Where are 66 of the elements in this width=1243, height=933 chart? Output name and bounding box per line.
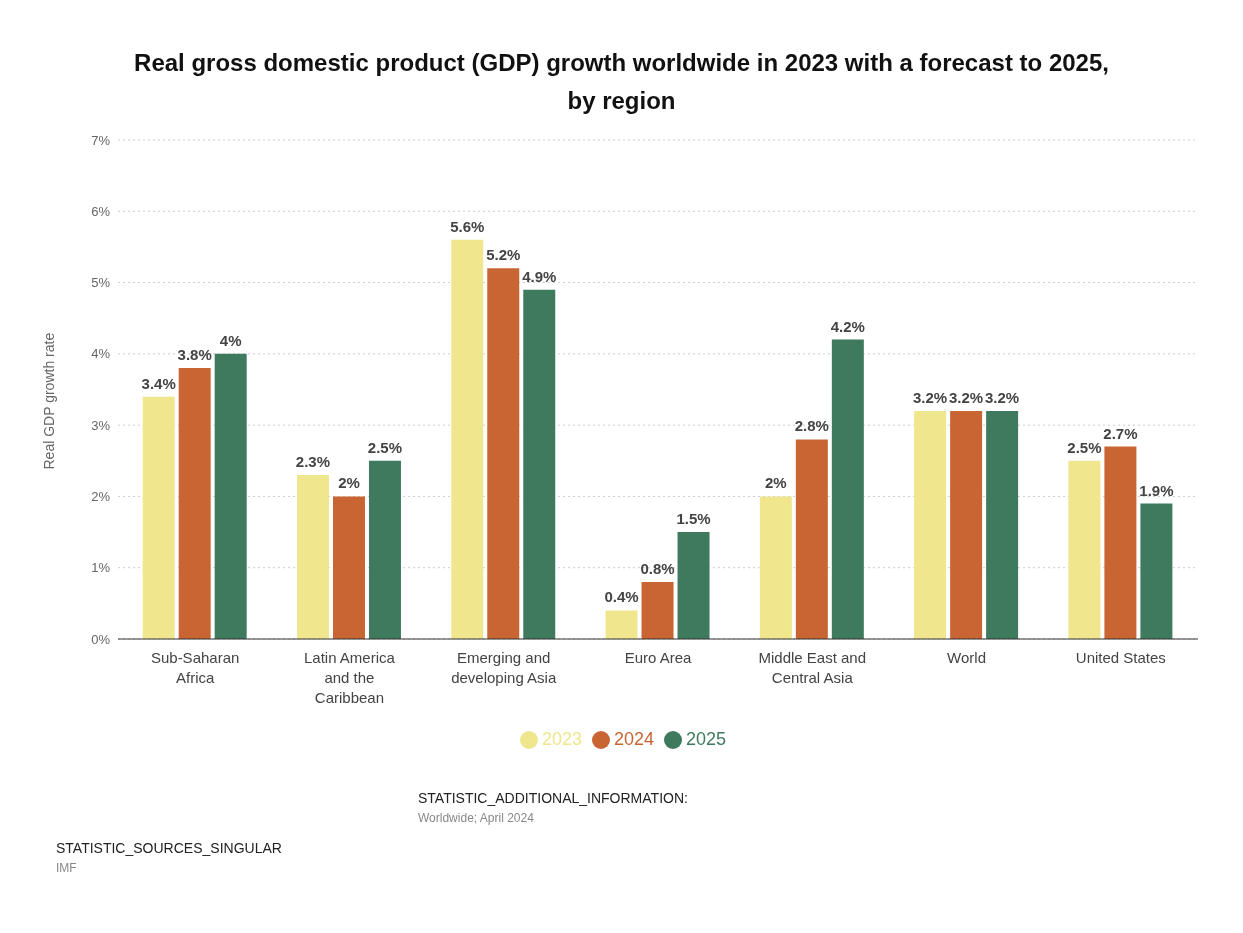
text: STATISTIC_ADDITIONAL_INFORMATION: bbox=[418, 789, 688, 808]
x-tick-label: Sub-Saharan Africa bbox=[150, 649, 240, 686]
text: IMF bbox=[56, 860, 78, 877]
x-tick-label: World bbox=[947, 649, 987, 666]
data-label: 3.2% bbox=[985, 388, 1020, 406]
bar bbox=[451, 239, 484, 639]
bar bbox=[641, 581, 674, 639]
bar bbox=[487, 268, 520, 639]
data-label: 4% bbox=[219, 331, 242, 349]
y-tick-label: 3% bbox=[91, 417, 111, 433]
legend-label: 2025 bbox=[686, 729, 727, 749]
text: Worldwide; April 2024 bbox=[418, 810, 535, 827]
bar bbox=[332, 496, 365, 639]
bar bbox=[759, 496, 792, 639]
x-tick-label: Latin America and the Caribbean bbox=[303, 649, 396, 706]
data-label: 0.8% bbox=[640, 559, 675, 577]
y-tick-label: 7% bbox=[91, 132, 111, 148]
text: STATISTIC_SOURCES_SINGULAR bbox=[56, 839, 282, 858]
x-tick-label: Euro Area bbox=[624, 649, 693, 666]
data-label: 3.2% bbox=[913, 388, 948, 406]
data-label: 1.9% bbox=[1139, 481, 1174, 499]
data-label: 0.4% bbox=[604, 588, 639, 606]
data-label: 2.7% bbox=[1103, 424, 1138, 442]
data-label: 4.2% bbox=[830, 317, 865, 335]
x-tick-label: Middle East and Central Asia bbox=[758, 649, 867, 686]
bar bbox=[831, 339, 864, 639]
x-tick-label: United States bbox=[1075, 649, 1166, 666]
data-label: 2.8% bbox=[794, 417, 829, 435]
data-label: 3.8% bbox=[177, 346, 212, 364]
y-axis-title: Real GDP growth rate bbox=[40, 332, 57, 470]
data-label: 2% bbox=[764, 474, 787, 492]
y-tick-label: 4% bbox=[91, 346, 111, 362]
y-tick-label: 5% bbox=[91, 275, 111, 291]
bar bbox=[1068, 460, 1101, 639]
legend-label: 2023 bbox=[541, 729, 582, 749]
bar bbox=[986, 410, 1019, 639]
bar bbox=[1104, 446, 1137, 639]
y-tick-label: 1% bbox=[91, 560, 111, 576]
bar bbox=[523, 289, 556, 639]
bar bbox=[1140, 503, 1173, 639]
bar bbox=[178, 368, 211, 639]
data-label: 1.5% bbox=[676, 510, 711, 528]
bar bbox=[214, 353, 247, 639]
data-label: 4.9% bbox=[522, 267, 557, 285]
data-label: 2% bbox=[338, 474, 360, 492]
y-tick-label: 2% bbox=[91, 489, 111, 505]
data-label: 2.3% bbox=[295, 453, 331, 471]
bar bbox=[142, 396, 175, 639]
bar bbox=[368, 460, 401, 639]
data-label: 2.5% bbox=[1067, 438, 1102, 456]
data-label: 5.6% bbox=[450, 217, 485, 235]
chart-title: Real gross domestic product (GDP) growth worldwide in 2023 with a forecast to 2025, by region bbox=[133, 48, 1110, 116]
data-label: 3.2% bbox=[949, 388, 984, 406]
bar bbox=[950, 410, 983, 639]
y-tick-label: 6% bbox=[91, 203, 111, 219]
bar bbox=[605, 610, 638, 639]
x-tick-label: Emerging and developing Asia bbox=[451, 649, 557, 686]
legend-label: 2024 bbox=[613, 729, 655, 749]
data-label: 3.4% bbox=[141, 374, 176, 392]
bar bbox=[914, 410, 947, 639]
bar bbox=[677, 532, 710, 639]
bar bbox=[296, 475, 329, 639]
bar bbox=[795, 439, 828, 639]
data-label: 2.5% bbox=[367, 438, 403, 456]
data-label: 5.2% bbox=[486, 246, 521, 264]
y-tick-label: 0% bbox=[91, 631, 111, 647]
